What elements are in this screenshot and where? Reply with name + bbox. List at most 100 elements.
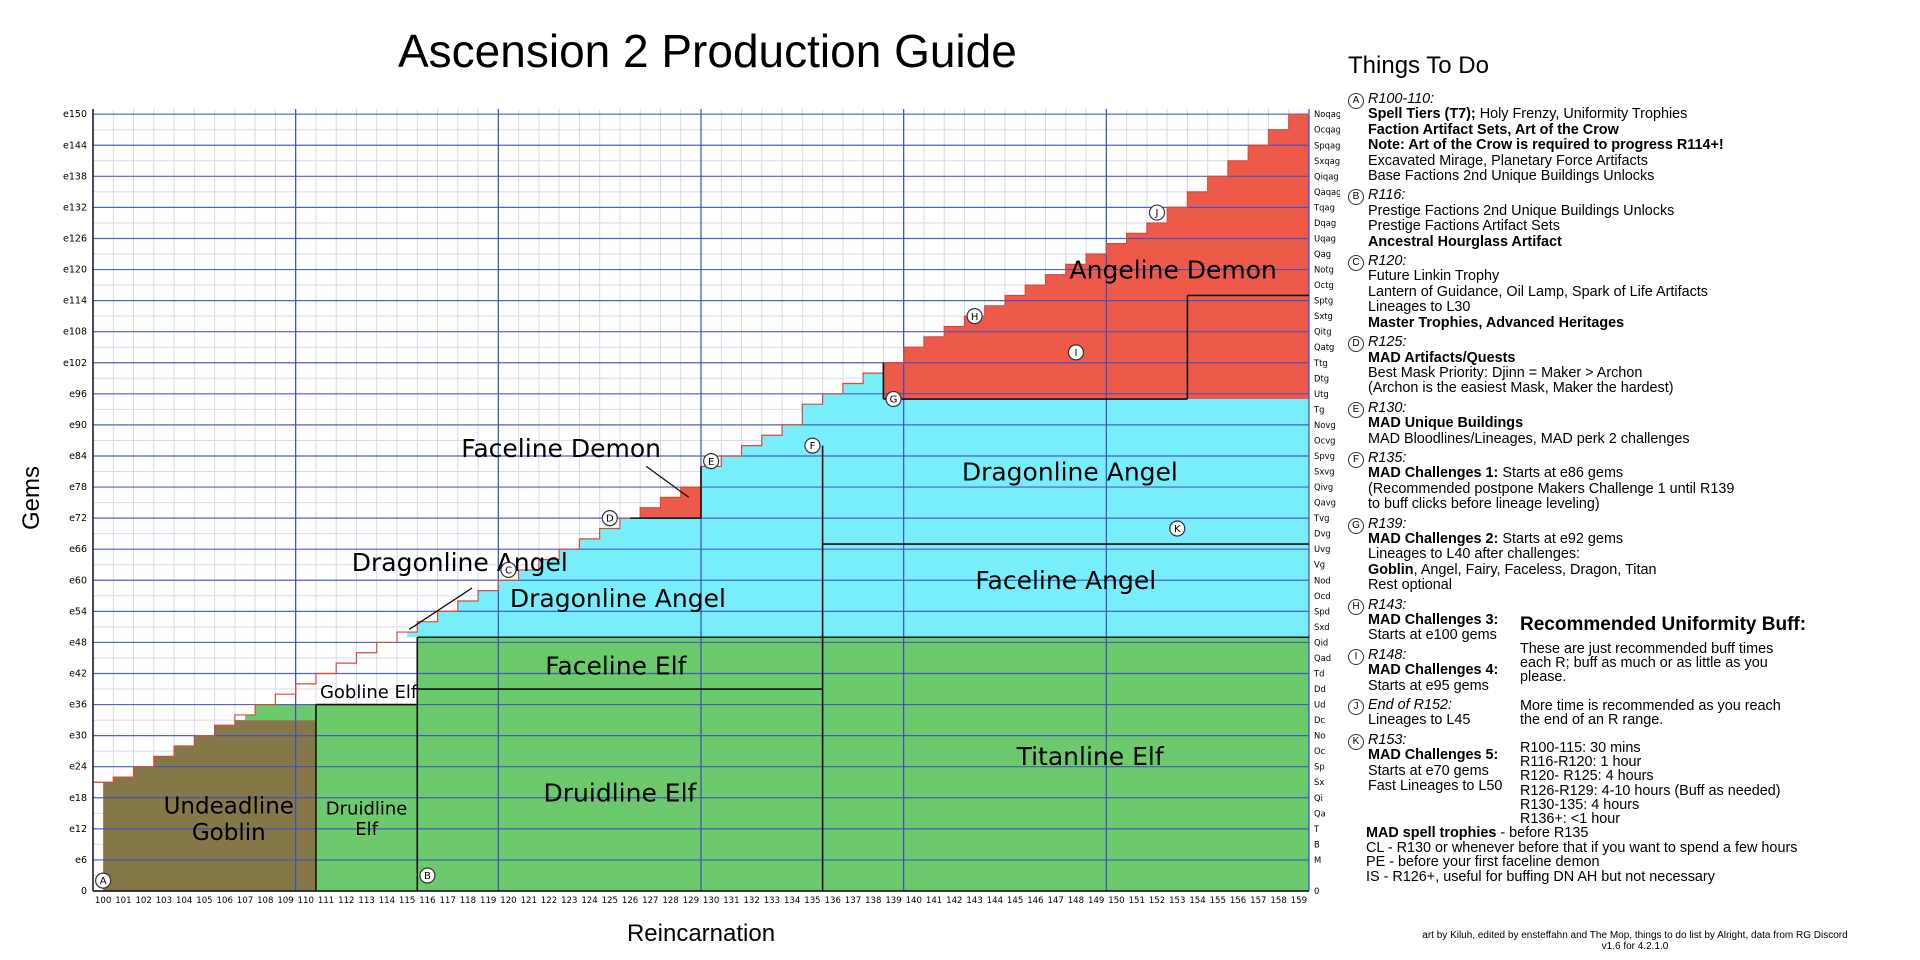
todo-line: MAD Unique Buildings (1368, 415, 1524, 432)
y-tick-label-left: e66 (69, 544, 87, 555)
y-tick-label-left: e96 (69, 389, 87, 400)
marker-label-g: G (890, 395, 898, 406)
x-tick-label: 126 (622, 896, 638, 906)
region-label: Faceline Demon (461, 434, 661, 463)
todo-item-f: F R135: MAD Challenges 1: Starts at e86 ge… (1348, 449, 1908, 513)
y-tick-label-right: Qa (1314, 808, 1326, 818)
y-tick-label-left: e54 (69, 606, 87, 617)
todo-item-h: H R143: MAD Challenges 3: Starts at e100 ge… (1348, 597, 1908, 644)
x-tick-label: 121 (521, 896, 537, 906)
marker-circle-b (419, 867, 436, 884)
todo-range: R139: (1368, 515, 1407, 532)
x-tick-label: 134 (784, 896, 800, 906)
marker-label-h: H (971, 312, 979, 323)
todo-line: MAD Challenges 2: Starts at e92 gems (1368, 530, 1624, 547)
x-tick-label: 118 (460, 896, 476, 906)
todo-marker: C (1348, 255, 1364, 272)
todo-line: Best Mask Priority: Djinn = Maker > Arch… (1368, 364, 1643, 381)
marker-label-f: F (810, 441, 816, 452)
y-tick-label-right: Tqag (1313, 202, 1335, 212)
marker-label-c: C (505, 566, 512, 577)
y-tick-label-right: Utg (1314, 389, 1329, 399)
y-tick-label-right: No (1314, 731, 1325, 741)
region-label: Elf (355, 819, 378, 840)
todo-line: MAD Challenges 4: (1368, 662, 1499, 679)
mad-note-line: PE - before your first faceline demon (1366, 854, 1600, 871)
y-tick-label-right: Sxtg (1314, 311, 1333, 321)
todo-line: Ancestral Hourglass Artifact (1368, 233, 1562, 250)
x-tick-label: 105 (196, 896, 212, 906)
y-tick-label-right: Qatg (1314, 342, 1334, 352)
todo-line: MAD Challenges 5: (1368, 747, 1499, 764)
tick-labels: 100 101 102 103 104 105 106 107 108 109 110 111 112 1… (63, 109, 1340, 906)
todo-line: Starts at e95 gems (1368, 677, 1489, 694)
y-tick-label-right: Qivg (1314, 482, 1333, 492)
todo-marker: A (1348, 93, 1364, 109)
y-tick-label-right: Ocd (1314, 591, 1331, 601)
marker-circle-f (804, 437, 821, 454)
x-tick-label: 149 (1088, 896, 1104, 906)
things-to-do-list: A R100-110: Spell Tiers (T7); Holy Frenzy,… (1348, 91, 1908, 795)
y-tick-label-right: Qag (1314, 249, 1331, 259)
x-tick-label: 119 (480, 896, 496, 906)
todo-item-i: I R148: MAD Challenges 4: Starts at e95 gem… (1348, 647, 1908, 694)
todo-line: Spell Tiers (T7); Holy Frenzy, Uniformit… (1368, 106, 1688, 123)
todo-range: R153: (1368, 731, 1407, 748)
todo-item-k: K R153: MAD Challenges 5: Starts at e70 gem… (1348, 731, 1908, 795)
x-tick-label: 132 (743, 896, 759, 906)
y-tick-label-left: e72 (69, 513, 87, 524)
y-tick-label-left: e6 (75, 855, 87, 866)
y-tick-label-right: B (1314, 839, 1320, 849)
x-tick-label: 115 (399, 896, 415, 906)
x-tick-label: 111 (318, 896, 334, 906)
x-tick-label: 153 (1169, 896, 1185, 906)
todo-line: Note: Art of the Crow is required to pro… (1368, 137, 1724, 154)
buff-line (1520, 685, 1910, 699)
x-tick-label: 135 (804, 896, 820, 906)
axes (92, 109, 1309, 892)
todo-range: R135: (1368, 449, 1407, 466)
y-tick-label-right: Novg (1314, 420, 1336, 430)
y-tick-label-right: Sxvg (1314, 467, 1335, 477)
todo-line: Lineages to L45 (1368, 712, 1471, 729)
region-druidline-elf (417, 689, 823, 891)
x-tick-label: 120 (500, 896, 516, 906)
y-tick-label-left: e78 (69, 482, 87, 493)
todo-item-a: A R100-110: Spell Tiers (T7); Holy Frenzy,… (1348, 91, 1908, 184)
y-tick-label-left: e90 (69, 420, 87, 431)
marker-circle-j (1148, 204, 1166, 221)
x-tick-label: 156 (1230, 896, 1246, 906)
x-tick-label: 143 (966, 896, 982, 906)
buff-line: More time is recommended as you reach (1520, 697, 1781, 714)
production-chart: 100 101 102 103 104 105 106 107 108 109 110 111 112 1… (63, 109, 1340, 906)
y-tick-label-right: Qaqag (1314, 187, 1340, 197)
buff-line: R136+: <1 hour (1520, 811, 1621, 828)
y-tick-label-left: e126 (63, 233, 87, 244)
todo-line: (Archon is the easiest Mask, Maker the h… (1368, 380, 1674, 397)
todo-line: Future Linkin Trophy (1368, 268, 1500, 285)
y-tick-label-right: Qitg (1314, 327, 1332, 337)
marker-circle-g (885, 390, 902, 408)
todo-line: Lineages to L40 after challenges: (1368, 546, 1581, 563)
mad-note-line: IS - R126+, useful for buffing DN AH but… (1366, 868, 1715, 885)
x-axis-label: Reincarnation (626, 920, 776, 947)
y-tick-label-right: Spd (1314, 606, 1330, 616)
markers: A B C D E F G H I J K (95, 204, 1186, 889)
todo-line: MAD Challenges 3: (1368, 612, 1499, 628)
region-faceline-angel (822, 544, 1309, 638)
y-tick-label-right: Qad (1314, 653, 1331, 663)
y-tick-label-left: e60 (69, 575, 87, 586)
x-tick-label: 123 (561, 896, 577, 906)
marker-label-a: A (100, 876, 107, 887)
x-tick-label: 139 (885, 896, 901, 906)
todo-marker: I (1348, 648, 1364, 665)
y-tick-label-right: Qavg (1314, 498, 1336, 508)
y-tick-label-right: Uqag (1314, 233, 1336, 243)
todo-item-b: B R116: Prestige Factions 2nd Unique Build… (1348, 188, 1908, 250)
region-label: Gobline Elf (320, 682, 418, 703)
todo-item-j: J End of R152: Lineages to L45 (1348, 697, 1908, 729)
y-tick-label-left: e24 (69, 762, 87, 773)
y-tick-label-left: e36 (69, 700, 87, 711)
todo-range: R116: (1368, 187, 1406, 204)
